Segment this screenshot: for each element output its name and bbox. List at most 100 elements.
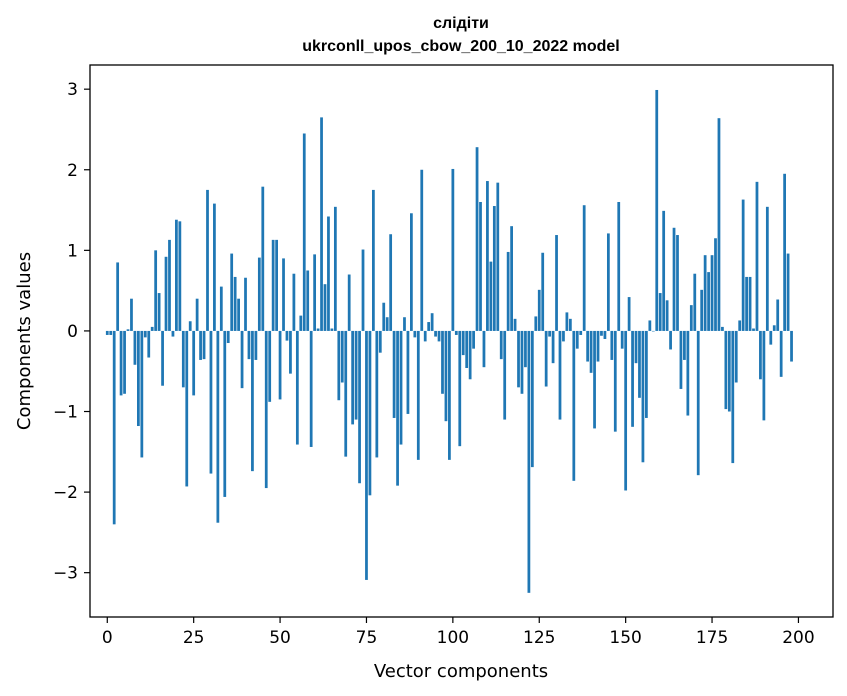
bar <box>627 297 631 331</box>
bar <box>451 168 455 331</box>
bar <box>510 226 513 331</box>
bar <box>707 272 710 331</box>
bar <box>555 235 558 331</box>
bar <box>213 203 216 331</box>
bar <box>282 258 285 331</box>
x-tick-label: 125 <box>523 628 555 648</box>
bar <box>544 330 548 387</box>
bar <box>790 330 793 362</box>
bar <box>741 199 745 331</box>
y-axis-label: Components values <box>14 252 35 430</box>
bar <box>620 330 624 349</box>
bar <box>109 330 113 335</box>
bar <box>233 276 237 331</box>
x-tick-label: 150 <box>609 628 641 648</box>
y-tick-label: −1 <box>53 403 78 423</box>
x-tick-label: 75 <box>356 628 378 648</box>
bar <box>617 201 621 331</box>
bar <box>268 330 272 402</box>
bar <box>337 330 341 401</box>
bar <box>244 277 247 331</box>
bar <box>686 330 690 416</box>
bar <box>171 330 175 337</box>
bar <box>755 181 759 331</box>
bar <box>358 330 361 484</box>
bar <box>261 186 265 331</box>
bar <box>299 315 303 331</box>
bar <box>769 330 773 345</box>
bar <box>551 330 555 364</box>
bar <box>600 330 603 336</box>
bar <box>703 255 707 331</box>
x-tick-label: 0 <box>102 628 113 648</box>
bar <box>734 330 738 383</box>
bar <box>375 330 379 458</box>
bar <box>596 330 600 362</box>
bar <box>410 213 413 331</box>
bar <box>437 330 441 342</box>
bar <box>361 249 365 331</box>
bar <box>181 330 185 388</box>
bar <box>264 330 268 489</box>
bar <box>371 189 375 331</box>
bar <box>143 330 147 338</box>
bar <box>413 330 417 338</box>
bar <box>738 320 742 331</box>
bar <box>472 330 475 349</box>
bar <box>496 182 500 331</box>
bar <box>562 330 565 342</box>
bar <box>759 330 762 380</box>
bar <box>365 330 368 580</box>
y-tick-label: −3 <box>53 564 78 584</box>
bar <box>631 330 634 427</box>
bar <box>513 318 517 331</box>
bar <box>247 330 251 360</box>
bar <box>638 330 641 398</box>
bar <box>237 298 240 331</box>
bar <box>589 330 593 373</box>
bar <box>292 273 296 331</box>
bar <box>482 330 486 368</box>
bar <box>330 328 334 331</box>
bar <box>676 235 679 331</box>
bar <box>368 330 372 496</box>
bar <box>302 133 306 331</box>
bar <box>323 284 327 331</box>
bar <box>199 330 202 360</box>
bar <box>309 330 313 447</box>
bar <box>316 328 320 331</box>
bar <box>320 117 323 331</box>
bar <box>489 261 493 331</box>
bar <box>448 330 451 460</box>
bar <box>289 330 292 374</box>
bar <box>399 330 403 445</box>
bar <box>420 169 424 331</box>
bar <box>251 330 254 472</box>
bar <box>772 325 776 331</box>
bar <box>752 328 755 331</box>
bar <box>458 330 462 447</box>
bar <box>492 206 496 331</box>
plot-frame <box>89 64 834 618</box>
bar <box>392 330 396 418</box>
x-tick-label: 50 <box>269 628 291 648</box>
bar <box>486 181 489 331</box>
bar <box>313 254 317 331</box>
bar <box>721 326 724 331</box>
bar <box>396 330 399 486</box>
bar <box>112 330 116 525</box>
bar <box>468 330 472 380</box>
bar <box>389 234 393 331</box>
bar <box>333 206 337 331</box>
bar <box>347 274 351 331</box>
bar <box>665 300 669 331</box>
bar <box>499 330 503 360</box>
bar <box>717 118 721 331</box>
bar <box>216 330 220 523</box>
y-axis-ticks: −3 −2 −1 0 1 2 3 <box>53 80 90 584</box>
bar <box>745 276 748 331</box>
bar <box>223 330 227 497</box>
bar <box>641 330 645 463</box>
y-tick-label: 3 <box>67 80 78 100</box>
